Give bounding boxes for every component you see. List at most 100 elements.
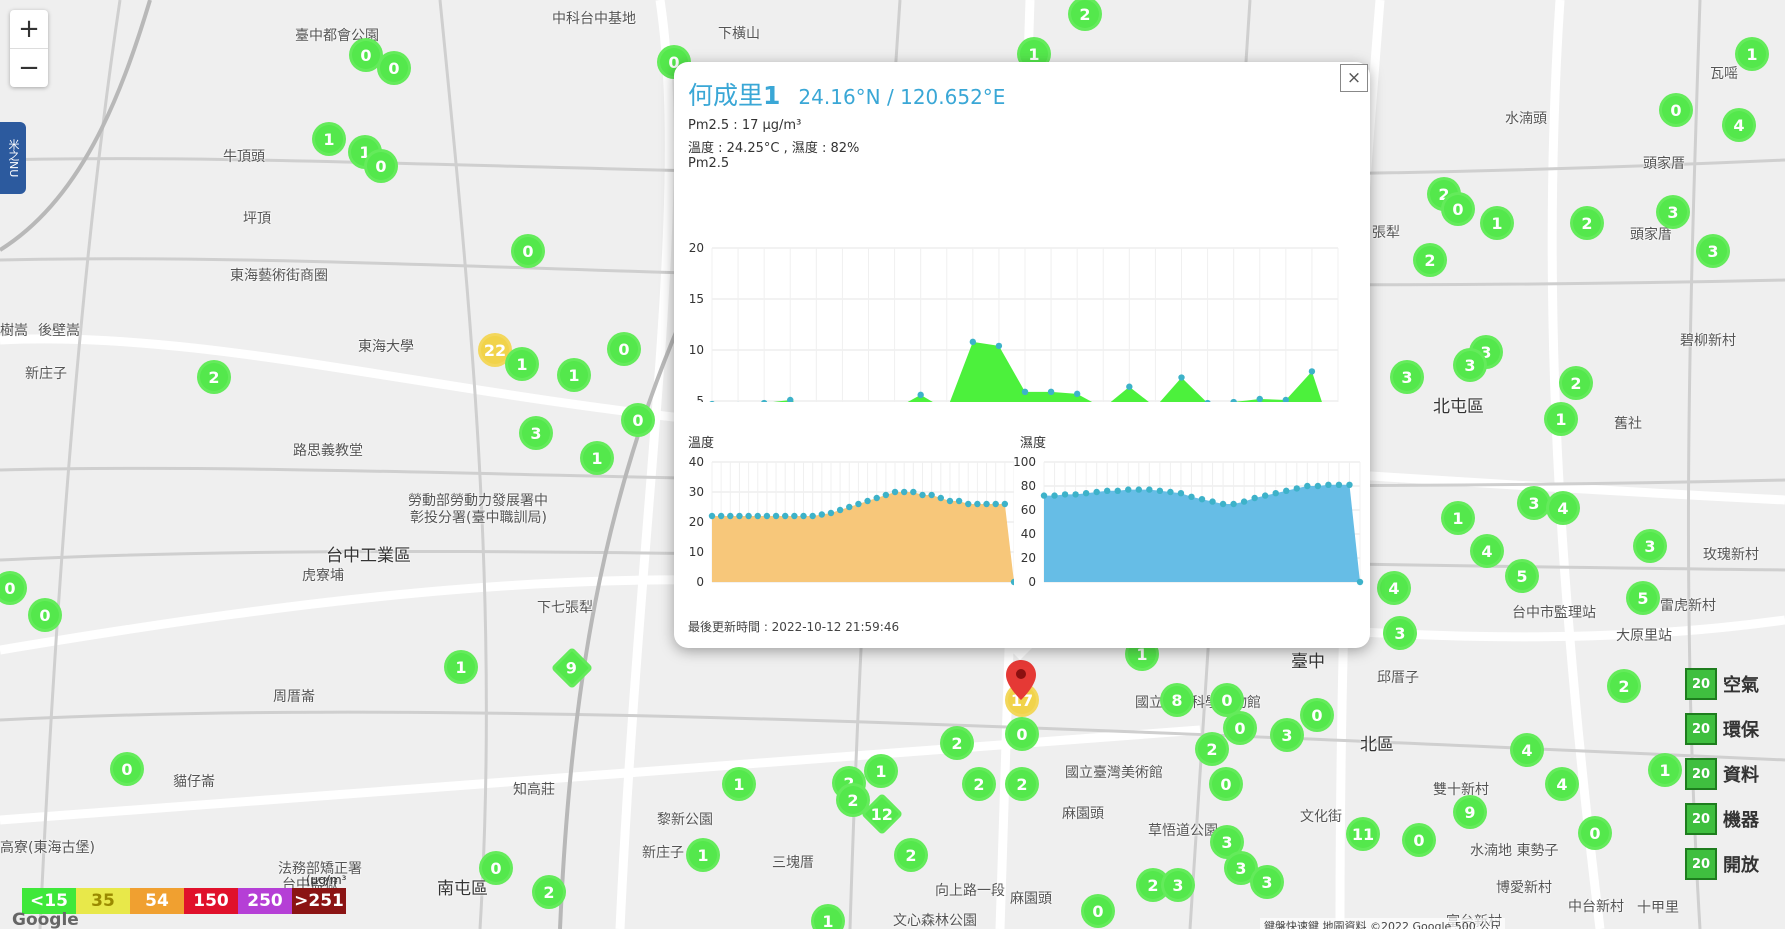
layer-legend-item[interactable]: 20 開放 [1685,848,1759,880]
sensor-marker-value: 1 [1028,44,1040,64]
sensor-marker-value: 0 [39,605,51,625]
sensor-marker[interactable]: 4 [1546,491,1580,525]
place-label: 下七張犁 [537,600,593,616]
layer-legend-item[interactable]: 20 空氣 [1685,668,1759,700]
side-panel-tab[interactable]: 米之NU [0,122,26,194]
sensor-marker[interactable]: 0 [1223,711,1257,745]
y-tick-label: 20 [1021,551,1036,565]
sensor-marker[interactable]: 3 [1270,718,1304,752]
sensor-marker[interactable]: 1 [1480,206,1514,240]
sensor-marker[interactable]: 3 [1161,868,1195,902]
sensor-marker[interactable]: 5 [1505,559,1539,593]
sensor-marker[interactable]: 0 [621,403,655,437]
sensor-marker[interactable]: 1 [505,347,539,381]
sensor-marker[interactable]: 2 [1607,669,1641,703]
sensor-marker[interactable]: 3 [1633,529,1667,563]
sensor-marker[interactable]: 0 [377,51,411,85]
place-label: 水湳頭 [1505,111,1547,127]
sensor-marker[interactable]: 0 [1081,894,1115,928]
sensor-marker[interactable]: 2 [532,875,566,909]
sensor-marker[interactable]: 0 [1209,767,1243,801]
sensor-marker[interactable]: 1 [557,358,591,392]
sensor-marker[interactable]: 1 [722,767,756,801]
sensor-marker[interactable]: 3 [1250,865,1284,899]
sensor-marker[interactable]: 3 [1224,851,1258,885]
sensor-marker[interactable]: 22 [478,333,512,367]
sensor-marker[interactable]: 2 [1559,366,1593,400]
zoom-in-button[interactable]: + [18,14,40,44]
sensor-marker-value: 9 [1464,802,1476,822]
sensor-marker-value: 2 [1424,250,1436,270]
sensor-marker[interactable]: 0 [1300,698,1334,732]
sensor-marker[interactable]: 0 [0,571,27,605]
data-point [1209,498,1216,505]
close-icon[interactable]: × [1340,64,1368,92]
sensor-marker[interactable]: 3 [1383,616,1417,650]
location-pin-icon[interactable] [1006,660,1036,700]
sensor-marker[interactable]: 0 [28,598,62,632]
sensor-marker[interactable]: 1 [1735,37,1769,71]
sensor-marker[interactable]: 1 [1441,501,1475,535]
sensor-marker[interactable]: 8 [1160,683,1194,717]
sensor-marker[interactable]: 0 [479,851,513,885]
sensor-marker[interactable]: 2 [962,767,996,801]
sensor-marker[interactable]: 2 [1413,243,1447,277]
layer-icon: 20 [1685,668,1717,700]
sensor-marker[interactable]: 0 [1402,823,1436,857]
sensor-marker[interactable]: 2 [1068,0,1102,31]
sensor-marker[interactable]: 1 [686,838,720,872]
layer-label: 開放 [1723,855,1759,876]
sensor-marker[interactable]: 4 [1510,733,1544,767]
sensor-marker[interactable]: 0 [511,234,545,268]
sensor-marker[interactable]: 2 [1195,732,1229,766]
sensor-marker[interactable]: 4 [1377,571,1411,605]
sensor-marker[interactable]: 0 [1005,717,1039,751]
sensor-marker[interactable]: 1 [444,650,478,684]
sensor-marker[interactable]: 1 [864,754,898,788]
data-point [1167,488,1174,496]
layer-legend-item[interactable]: 20 環保 [1685,713,1759,745]
data-point [873,494,880,502]
sensor-marker[interactable]: 2 [836,783,870,817]
sensor-marker[interactable]: 11 [1346,817,1380,851]
sensor-marker[interactable]: 3 [1390,360,1424,394]
sensor-marker-value: 0 [490,858,502,878]
sensor-marker[interactable]: 4 [1470,534,1504,568]
sensor-marker[interactable]: 0 [110,752,144,786]
sensor-marker[interactable]: 3 [1656,195,1690,229]
sensor-marker[interactable]: 0 [607,332,641,366]
sensor-marker[interactable]: 1 [312,122,346,156]
sensor-marker[interactable]: 5 [1626,581,1660,615]
sensor-marker[interactable]: 1 [1648,753,1682,787]
sensor-marker[interactable]: 0 [1659,93,1693,127]
sensor-marker[interactable]: 2 [1005,767,1039,801]
data-point [983,500,990,508]
sensor-marker[interactable]: 2 [197,360,231,394]
sensor-marker[interactable]: 2 [940,726,974,760]
data-point [1114,487,1121,494]
sensor-marker[interactable]: 1 [1544,402,1578,436]
sensor-marker[interactable]: 0 [1578,816,1612,850]
temp-humidity-reading: 溫度 : 24.25°C , 濕度 : 82% [688,141,860,156]
sensor-marker[interactable]: 9 [1453,795,1487,829]
place-label: 虎寮埔 [302,568,344,584]
sensor-marker[interactable]: 3 [519,416,553,450]
layer-legend-item[interactable]: 20 機器 [1685,803,1759,835]
sensor-marker[interactable]: 4 [1722,108,1756,142]
place-label: 下橫山 [718,26,760,42]
sensor-marker[interactable]: 2 [894,838,928,872]
sensor-marker[interactable]: 2 [1570,206,1604,240]
pm25-reading: Pm2.5 : 17 μg/m³ [688,118,802,133]
sensor-marker[interactable]: 4 [1545,767,1579,801]
sensor-marker[interactable]: 3 [1696,234,1730,268]
map-attribution[interactable]: 鍵盤快速鍵 地圖資料 ©2022 Google 500 公尺 [1260,918,1506,929]
sensor-marker[interactable]: 0 [364,149,398,183]
sensor-marker[interactable]: 1 [580,441,614,475]
sensor-marker[interactable]: 0 [1441,192,1475,226]
layer-legend-item[interactable]: 20 資料 [1685,758,1759,790]
sensor-marker[interactable]: 3 [1453,348,1487,382]
data-point [846,503,853,511]
sensor-marker[interactable]: 1 [811,904,845,929]
zoom-out-button[interactable]: − [10,48,48,87]
